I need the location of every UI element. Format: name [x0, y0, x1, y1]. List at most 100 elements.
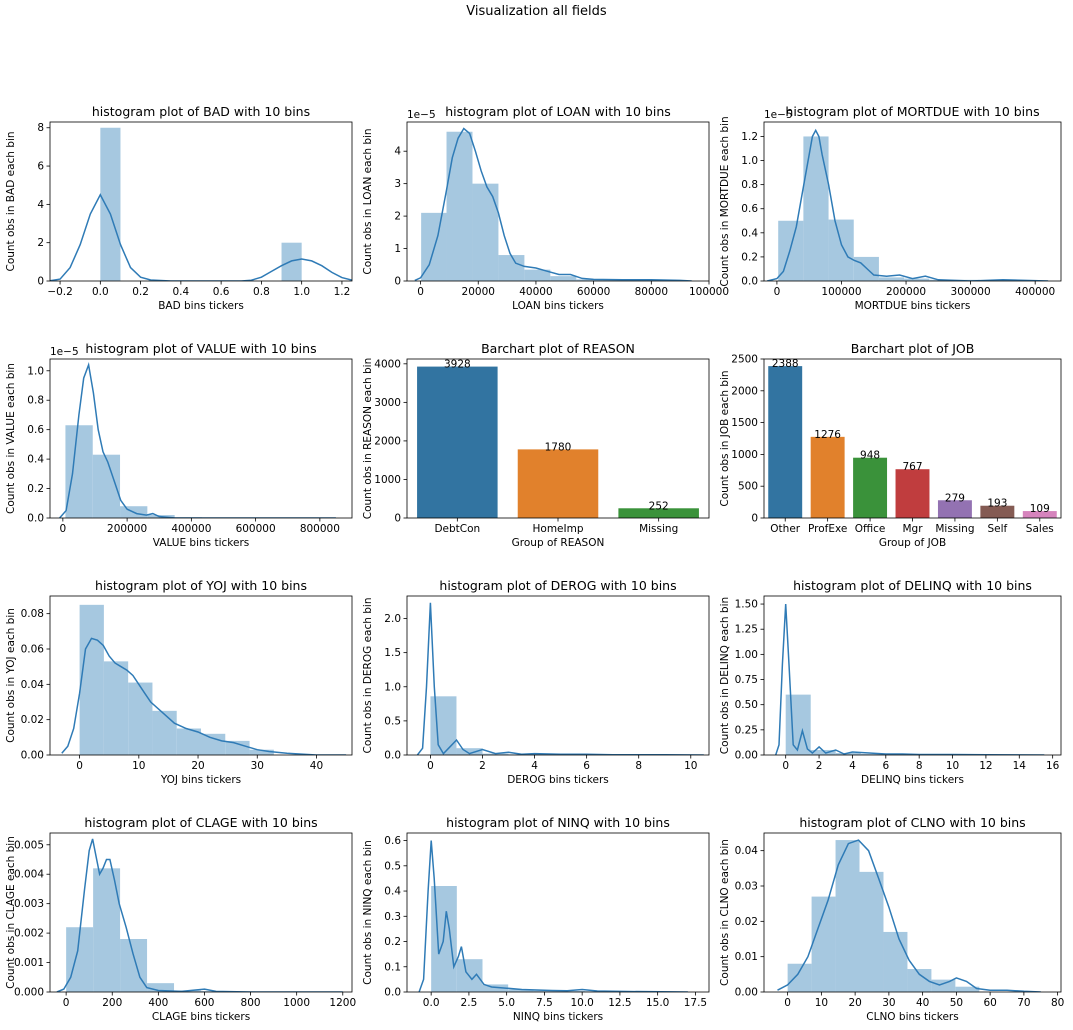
axis-offset-label: 1e−5 [764, 109, 793, 121]
histogram-bin [550, 276, 577, 281]
x-tick-label: 12.5 [608, 997, 631, 1009]
x-axis-label: MORTDUE bins tickers [855, 300, 971, 312]
x-tick-label: 600 [194, 997, 214, 1009]
y-tick-label: 1.0 [384, 681, 401, 693]
x-axis-label: NINQ bins tickers [513, 1011, 603, 1023]
y-tick-label: 0.25 [735, 724, 758, 736]
y-tick-label: 1.00 [735, 649, 758, 661]
x-tick-label: 0.0 [423, 997, 440, 1009]
y-tick-label: 1.25 [735, 624, 758, 636]
kde-line [774, 604, 1045, 755]
x-axis-label: CLAGE bins tickers [152, 1011, 250, 1023]
x-tick-label: 8 [635, 760, 642, 772]
histogram-bin [201, 733, 226, 755]
subplot-title: histogram plot of BAD with 10 bins [92, 104, 310, 119]
histogram-bin [100, 127, 121, 281]
kde-line [61, 637, 347, 755]
subplot-title: histogram plot of VALUE with 10 bins [85, 341, 316, 356]
x-tick-label: 2 [479, 760, 486, 772]
subplot-title: histogram plot of LOAN with 10 bins [445, 104, 671, 119]
x-tick-label: 5.0 [498, 997, 515, 1009]
y-tick-label: 0.08 [21, 608, 44, 620]
x-tick-label: 200 [102, 997, 122, 1009]
subplot-title: Barchart plot of REASON [481, 341, 635, 356]
x-tick-label: 12 [979, 760, 992, 772]
x-tick-label: 40000 [519, 286, 552, 298]
y-axis-label: Count obs in LOAN each bin [362, 128, 374, 274]
x-tick-label: 0 [427, 760, 434, 772]
subplot-value: 0 200000 400000 600000 800000 0.0 0.2 0.4 0.6 0.8… [5, 341, 353, 549]
plot-area [768, 366, 1057, 518]
kde-line [418, 840, 688, 992]
histogram-bin [859, 871, 884, 992]
axes-frame [406, 595, 710, 756]
kde-line [56, 838, 343, 992]
x-tick-label: 800000 [300, 523, 340, 535]
histogram-bin [931, 979, 956, 992]
x-tick-label: 6 [882, 760, 889, 772]
x-tick-label: Missing [935, 523, 974, 535]
y-tick-label: 4000 [374, 358, 401, 370]
y-tick-label: 0.03 [735, 881, 758, 893]
subplot-job: 2388 Other 1276 ProfExe 948 Office 767 Mgr 279 Mi… [719, 341, 1062, 549]
y-tick-label: 0.8 [27, 395, 44, 407]
kde-line [777, 839, 1041, 992]
y-tick-label: 0.6 [27, 424, 44, 436]
x-tick-label: 80 [1051, 997, 1064, 1009]
x-tick-label: DebtCon [434, 523, 480, 535]
y-axis-label: Count obs in MORTDUE each bin [719, 116, 731, 286]
subplot-title: histogram plot of DELINQ with 10 bins [793, 578, 1032, 593]
y-tick-label: 0.0 [384, 987, 401, 999]
x-tick-label: Self [987, 523, 1007, 535]
histogram-bin [508, 989, 534, 992]
x-axis-label: Group of REASON [512, 537, 605, 549]
x-tick-label: 0 [784, 997, 791, 1009]
x-tick-label: 0.4 [173, 286, 190, 298]
subplot-loan: 0 20000 40000 60000 80000 100000 0 1 2 3 4 1e−5 hist… [362, 104, 729, 312]
histogram-bin [803, 136, 829, 281]
histogram-bin [281, 242, 302, 281]
subplot-title: histogram plot of NINQ with 10 bins [446, 815, 670, 830]
histogram-bin [778, 220, 804, 281]
x-tick-label: 0 [782, 760, 789, 772]
y-tick-label: 0.2 [741, 251, 758, 263]
bar [810, 436, 845, 518]
y-tick-label: 2000 [731, 385, 758, 397]
x-tick-label: 30 [882, 997, 895, 1009]
plot-area [777, 839, 1041, 992]
y-tick-label: 0.04 [21, 679, 45, 691]
y-axis-label: Count obs in CLAGE each bin [5, 836, 17, 989]
histogram-bin [811, 896, 836, 992]
subplot-ninq: 0.0 2.5 5.0 7.5 10.0 12.5 15.0 17.5 0.0 0.1 0.2 0.3… [362, 815, 710, 1023]
x-tick-label: −0.2 [47, 286, 73, 298]
x-tick-label: 10 [815, 997, 828, 1009]
kde-line [414, 127, 692, 281]
plot-area [416, 602, 704, 755]
y-tick-label: 0.0 [27, 513, 44, 525]
histogram-bin [456, 748, 483, 755]
y-tick-label: 0.00 [735, 750, 758, 762]
y-tick-label: 3000 [374, 397, 401, 409]
subplot-title: histogram plot of DEROG with 10 bins [439, 578, 676, 593]
y-tick-label: 1 [394, 243, 401, 255]
y-tick-label: 0.02 [735, 916, 758, 928]
histogram-bin [828, 219, 854, 281]
kde-line [767, 128, 1049, 281]
x-axis-label: Group of JOB [879, 537, 946, 549]
histogram-bin [498, 255, 525, 281]
x-tick-label: 10 [684, 760, 697, 772]
y-tick-label: 1.0 [741, 155, 758, 167]
bar [895, 469, 930, 518]
histogram-bin [955, 986, 980, 992]
subplot-title: histogram plot of CLNO with 10 bins [799, 815, 1025, 830]
histogram-bin [249, 749, 274, 755]
histogram-bin [602, 280, 629, 281]
y-axis-label: Count obs in BAD each bin [5, 131, 17, 271]
y-tick-label: 0.4 [741, 227, 758, 239]
x-tick-label: 10.0 [570, 997, 593, 1009]
histogram-bin [878, 277, 905, 281]
subplot-delinq: 0 2 4 6 8 10 12 14 16 0.00 0.25 0.50 0.75 1.00 1.25 1.5… [719, 578, 1062, 786]
x-tick-label: 20000 [462, 286, 495, 298]
y-tick-label: 2500 [731, 354, 758, 366]
y-tick-label: 1.5 [384, 647, 401, 659]
